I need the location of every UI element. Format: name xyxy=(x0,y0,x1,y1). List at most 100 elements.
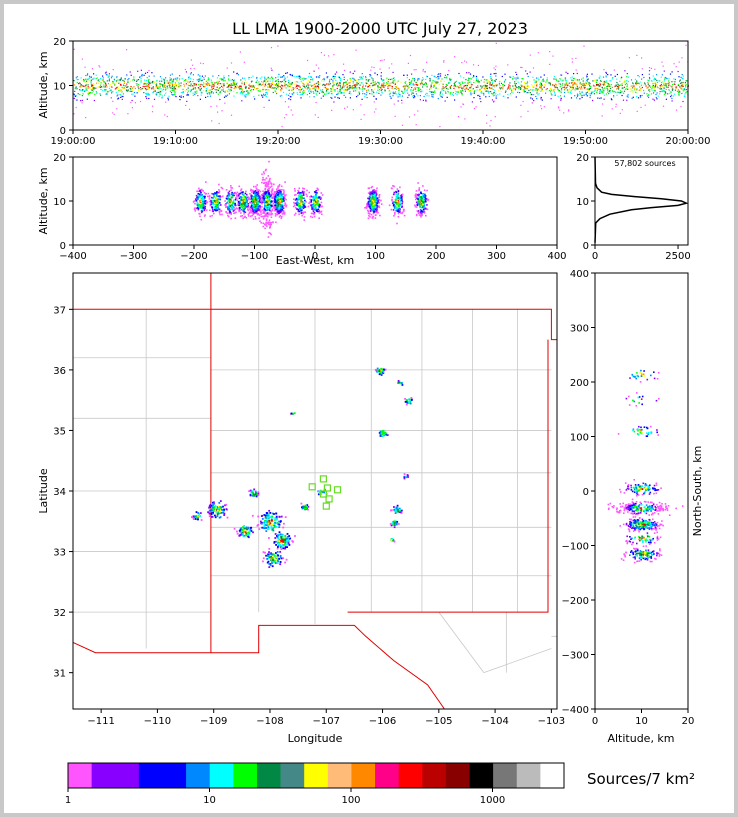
time-altitude-source xyxy=(92,87,94,89)
time-altitude-source xyxy=(412,92,415,94)
east-west-source xyxy=(259,220,261,222)
east-west-source xyxy=(216,198,219,201)
time-altitude-source xyxy=(344,85,346,87)
time-altitude-source xyxy=(275,80,277,82)
time-altitude-source xyxy=(180,96,182,98)
time-altitude-source xyxy=(524,84,526,86)
east-west-source xyxy=(255,185,257,188)
east-west-source xyxy=(298,207,301,209)
time-altitude-source xyxy=(460,84,462,86)
time-altitude-source xyxy=(671,81,673,83)
time-altitude-source xyxy=(241,84,243,86)
time-altitude-source xyxy=(137,86,139,88)
time-altitude-source xyxy=(309,81,311,83)
east-west-source xyxy=(241,193,244,195)
time-altitude-source xyxy=(315,64,317,66)
time-altitude-source xyxy=(256,79,258,81)
east-west-source xyxy=(298,198,301,201)
time-altitude-source xyxy=(225,95,227,97)
time-altitude-source xyxy=(588,83,590,86)
east-west-source xyxy=(278,201,281,204)
east-west-source xyxy=(260,210,262,212)
time-altitude-source xyxy=(485,90,487,92)
east-west-source xyxy=(260,213,262,215)
time-altitude-source xyxy=(445,92,447,94)
time-altitude-source xyxy=(191,85,194,87)
time-altitude-source xyxy=(80,86,82,88)
time-altitude-source xyxy=(585,92,587,94)
time-altitude-source xyxy=(284,78,286,80)
time-altitude-source xyxy=(334,76,336,78)
time-altitude-source xyxy=(290,96,292,98)
time-altitude-source xyxy=(354,86,356,89)
time-altitude-source xyxy=(119,90,121,92)
time-altitude-source xyxy=(137,70,139,72)
time-altitude-source xyxy=(244,77,246,79)
east-west-source xyxy=(299,207,302,209)
time-altitude-source xyxy=(473,107,475,110)
time-altitude-source xyxy=(413,94,415,97)
east-west-source xyxy=(251,191,253,194)
time-altitude-source xyxy=(367,89,369,91)
time-altitude-source xyxy=(271,82,273,84)
time-altitude-source xyxy=(165,101,167,103)
time-altitude-source xyxy=(353,78,355,80)
time-altitude-source xyxy=(233,79,236,81)
east-west-source xyxy=(251,200,254,202)
east-west-source xyxy=(277,193,279,196)
time-altitude-source xyxy=(159,93,161,95)
time-altitude-source xyxy=(197,87,199,89)
east-west-source xyxy=(235,211,237,213)
time-altitude-source xyxy=(404,88,406,90)
time-altitude-source xyxy=(684,93,686,95)
time-altitude-source xyxy=(672,80,674,82)
time-altitude-source xyxy=(337,85,339,87)
time-altitude-source xyxy=(560,92,563,94)
time-altitude-source xyxy=(514,77,516,79)
time-altitude-source xyxy=(153,75,155,77)
time-altitude-source xyxy=(187,83,189,85)
time-altitude-source xyxy=(355,90,357,92)
east-west-source xyxy=(264,223,266,226)
east-west-source xyxy=(316,198,318,200)
east-west-source xyxy=(265,177,268,179)
time-altitude-source xyxy=(317,82,320,84)
time-altitude-source xyxy=(605,93,607,95)
east-west-source xyxy=(252,213,254,215)
time-altitude-source xyxy=(350,86,352,88)
time-altitude-source xyxy=(520,86,522,89)
time-altitude-source xyxy=(148,75,150,77)
time-altitude-source xyxy=(224,91,226,93)
time-altitude-source xyxy=(672,95,674,97)
time-altitude-source xyxy=(641,82,643,84)
time-altitude-source xyxy=(284,83,286,85)
time-altitude-source xyxy=(243,61,245,63)
time-altitude-source xyxy=(449,93,451,95)
time-altitude-source xyxy=(300,76,302,78)
time-altitude-source xyxy=(482,85,485,87)
east-west-source xyxy=(370,213,373,216)
east-west-source xyxy=(311,208,313,210)
time-altitude-source xyxy=(447,87,449,89)
time-altitude-source xyxy=(347,86,349,88)
time-altitude-source xyxy=(383,82,385,84)
east-west-source xyxy=(238,193,241,195)
east-west-source xyxy=(215,203,218,206)
time-altitude-source xyxy=(414,96,416,98)
time-altitude-source xyxy=(381,84,383,86)
east-west-source xyxy=(247,203,250,205)
time-altitude-source xyxy=(278,80,280,82)
time-altitude-source xyxy=(523,89,525,91)
time-altitude-source xyxy=(603,80,605,83)
time-altitude-source xyxy=(315,88,317,90)
east-west-source xyxy=(243,209,245,212)
time-altitude-source xyxy=(265,81,267,83)
east-west-source xyxy=(303,204,305,207)
east-west-source xyxy=(266,195,268,198)
time-altitude-source xyxy=(663,83,665,85)
east-west-source xyxy=(219,195,221,197)
time-altitude-source xyxy=(615,106,617,108)
east-west-source xyxy=(368,197,371,200)
time-altitude-source xyxy=(587,78,589,80)
east-west-source xyxy=(256,210,258,213)
